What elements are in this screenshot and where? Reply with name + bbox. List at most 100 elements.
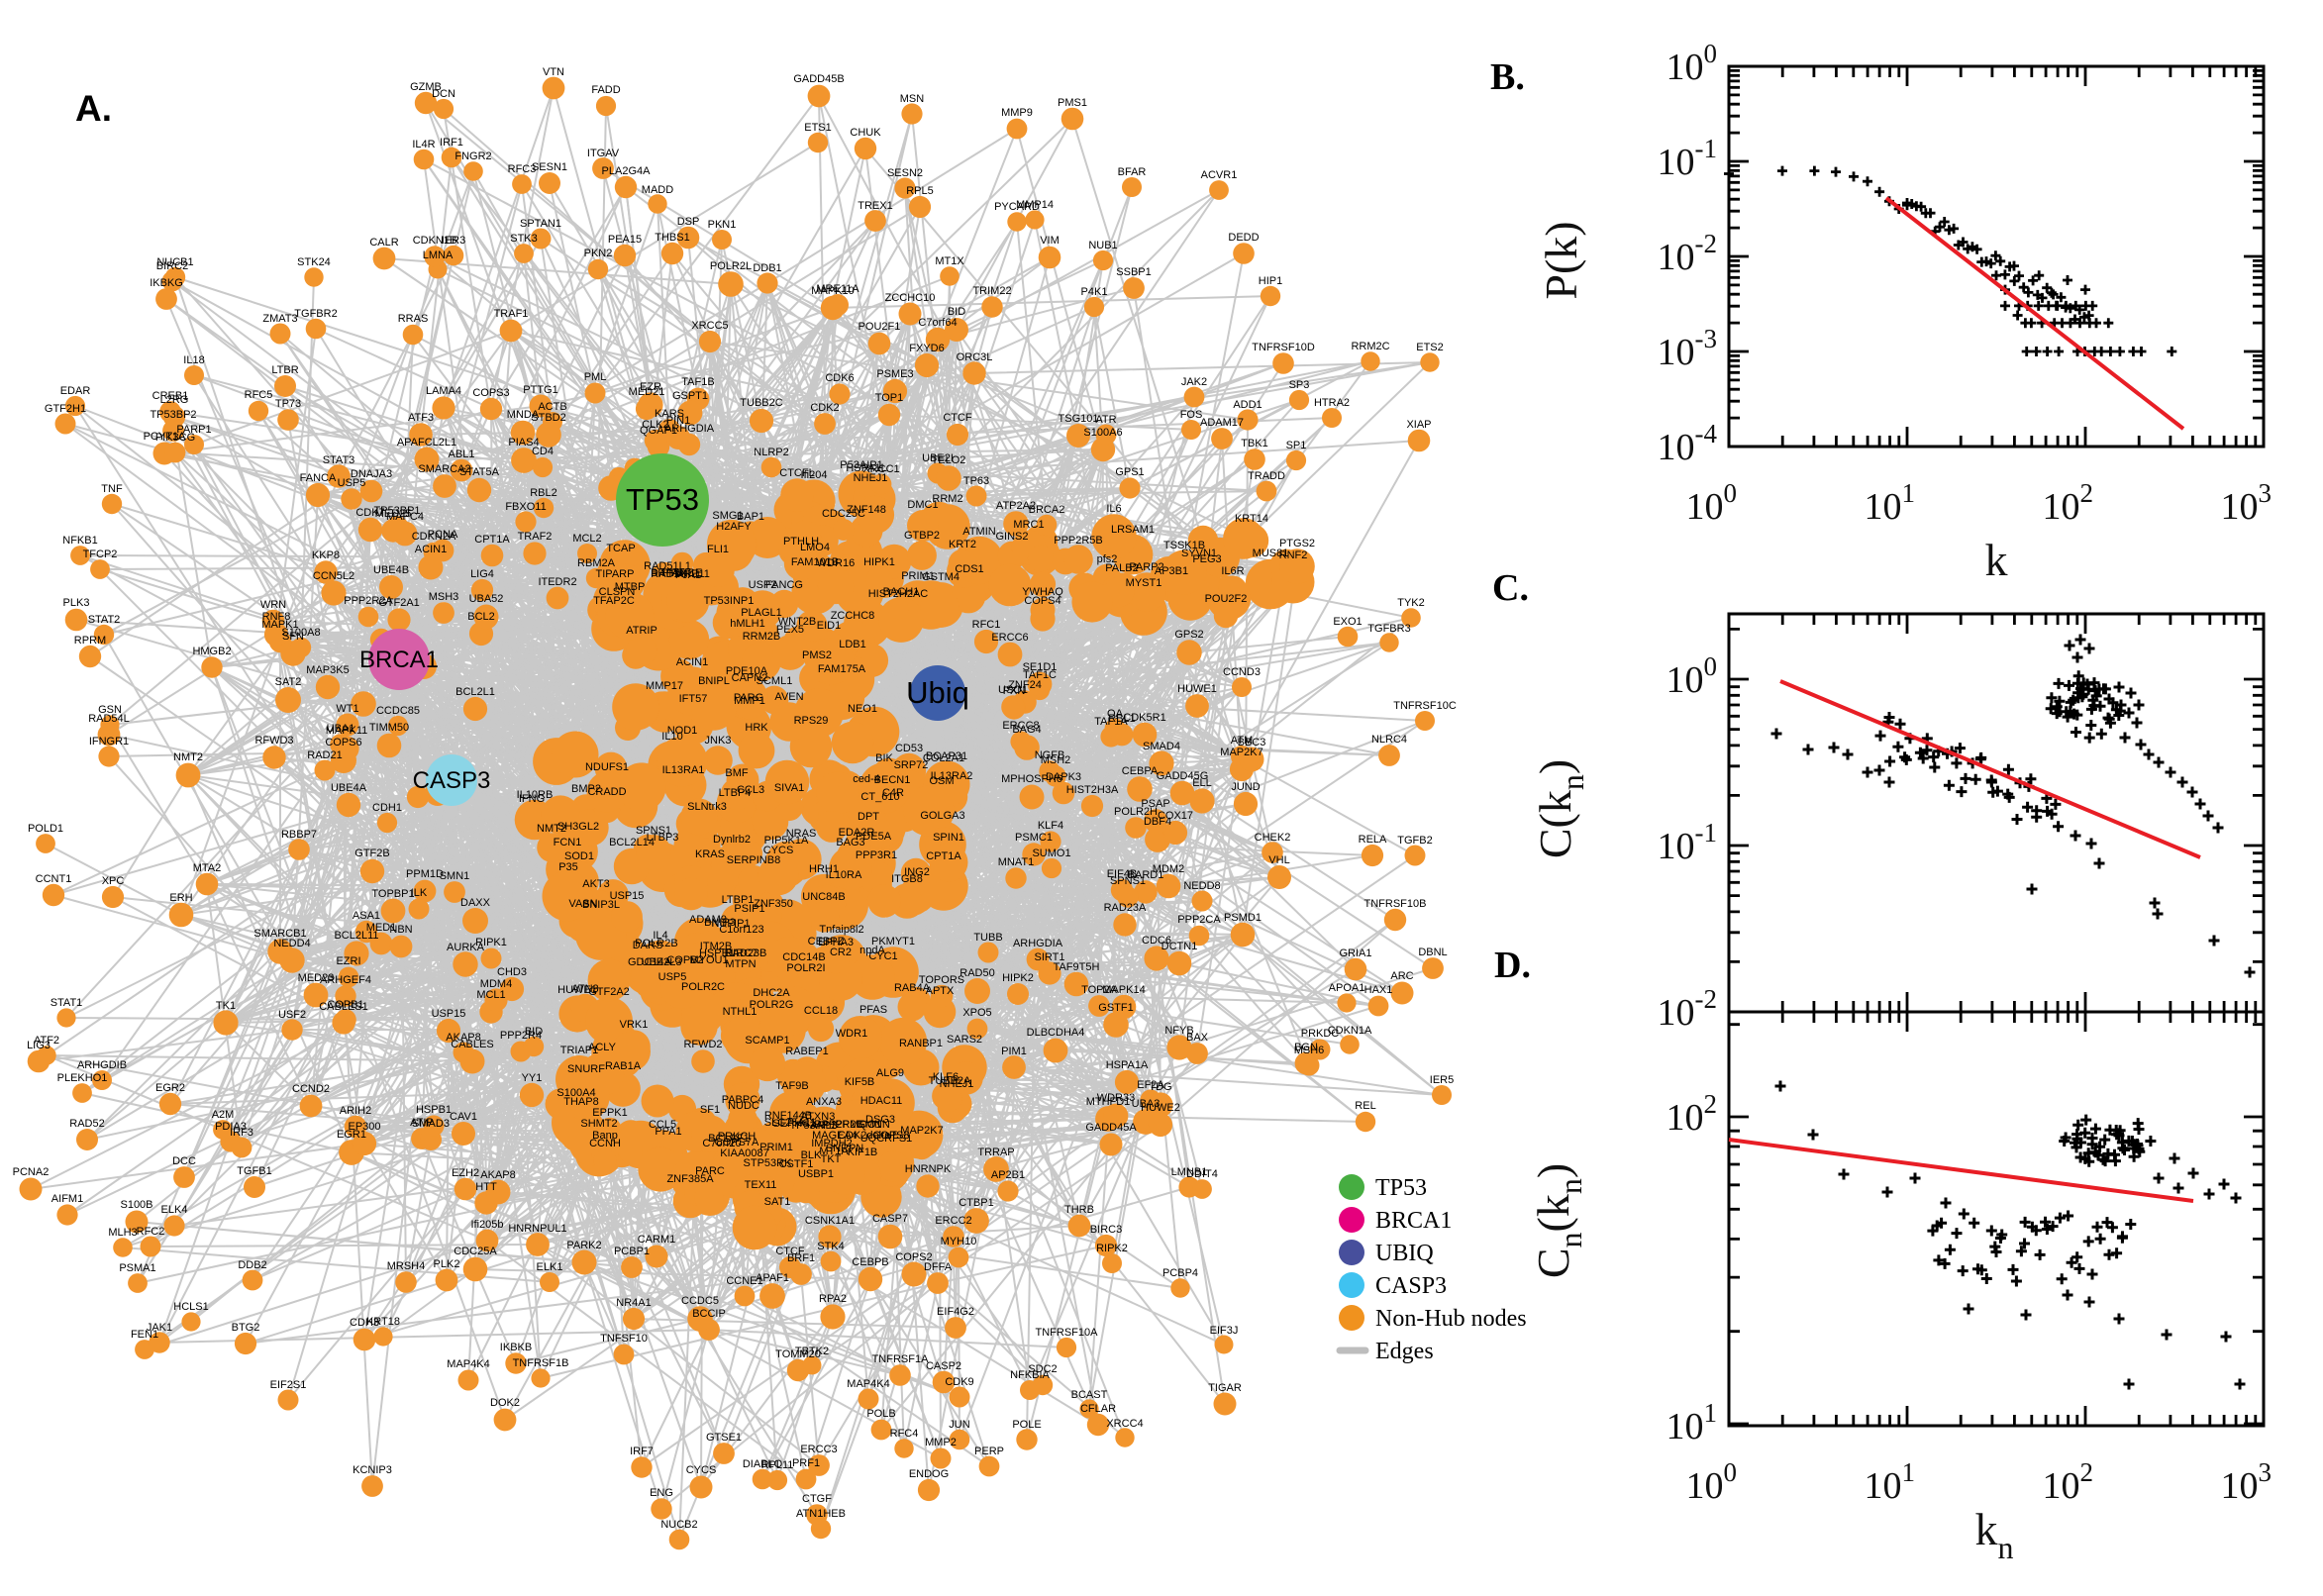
svg-text:S100B: S100B [120, 1199, 152, 1211]
svg-text:MUS81: MUS81 [1253, 548, 1289, 559]
svg-text:NFYB: NFYB [1164, 1025, 1193, 1037]
svg-text:BRCA1: BRCA1 [359, 647, 439, 673]
svg-text:POLR2B: POLR2B [635, 938, 677, 949]
svg-text:CD53: CD53 [895, 743, 923, 754]
svg-text:RIPK2: RIPK2 [1096, 1243, 1128, 1254]
svg-text:KRT18: KRT18 [366, 1316, 400, 1328]
svg-text:Ifi204: Ifi204 [801, 469, 828, 481]
svg-text:SMAD3: SMAD3 [412, 1118, 450, 1130]
svg-text:HMGB2: HMGB2 [192, 646, 231, 657]
svg-text:RAD17: RAD17 [651, 568, 685, 580]
svg-text:SPNS1: SPNS1 [636, 825, 671, 837]
svg-text:SMARCA2: SMARCA2 [418, 463, 470, 475]
svg-text:CTCFL: CTCFL [779, 467, 814, 479]
svg-text:MNAT1: MNAT1 [998, 856, 1034, 868]
svg-text:FXYD6: FXYD6 [909, 343, 944, 354]
svg-text:PML: PML [584, 371, 607, 383]
svg-text:TP53INP1: TP53INP1 [704, 595, 755, 607]
svg-text:WDR33: WDR33 [1097, 1092, 1136, 1104]
svg-text:UBE2L3: UBE2L3 [642, 956, 682, 968]
svg-text:CARM1: CARM1 [638, 1234, 676, 1246]
svg-text:PLA2G4A: PLA2G4A [602, 165, 652, 177]
svg-text:RNF8: RNF8 [262, 611, 291, 623]
svg-text:BNIP3: BNIP3 [704, 917, 736, 929]
svg-text:NUCB1: NUCB1 [156, 256, 193, 268]
svg-text:BIRC2: BIRC2 [156, 260, 188, 272]
svg-text:IL4R: IL4R [412, 139, 435, 150]
svg-text:HRK: HRK [745, 722, 768, 734]
svg-text:AKAP8: AKAP8 [480, 1169, 515, 1181]
svg-text:SAT2: SAT2 [275, 676, 302, 688]
svg-text:CDS1: CDS1 [955, 563, 983, 575]
svg-text:ILK: ILK [411, 887, 428, 899]
svg-text:CPT1A: CPT1A [926, 850, 961, 862]
svg-text:PPP2CA: PPP2CA [1177, 914, 1221, 926]
svg-text:MCL2: MCL2 [572, 533, 601, 545]
svg-text:FNGR2: FNGR2 [454, 150, 491, 162]
svg-text:GTF2A1: GTF2A1 [378, 597, 420, 609]
svg-text:OA: OA [1107, 708, 1124, 720]
svg-text:YWHAQ: YWHAQ [1022, 586, 1063, 598]
svg-text:KIAA0087: KIAA0087 [720, 1147, 769, 1159]
svg-text:MMP2: MMP2 [925, 1437, 957, 1448]
svg-text:SP1: SP1 [1286, 440, 1307, 451]
svg-text:CCDC5: CCDC5 [681, 1295, 719, 1307]
svg-text:PLAGL1: PLAGL1 [741, 607, 782, 619]
svg-text:KIF5B: KIF5B [845, 1076, 875, 1088]
svg-text:ZCCHC8: ZCCHC8 [831, 610, 875, 622]
svg-text:DSP: DSP [677, 216, 700, 228]
svg-text:FANCE: FANCE [666, 567, 703, 579]
svg-text:RPS29: RPS29 [794, 715, 829, 727]
svg-text:KLF6: KLF6 [933, 1071, 959, 1083]
svg-text:LDB1: LDB1 [839, 639, 866, 650]
svg-text:ZNF385A: ZNF385A [666, 1173, 714, 1185]
svg-text:DARS: DARS [633, 940, 663, 951]
svg-text:CR2: CR2 [830, 947, 852, 958]
svg-text:CDK2deltaT: CDK2deltaT [838, 1130, 897, 1142]
svg-text:SPTAN1: SPTAN1 [520, 218, 561, 230]
svg-text:IL18: IL18 [183, 354, 204, 366]
svg-text:UBE4A: UBE4A [331, 782, 367, 794]
svg-text:MCL1: MCL1 [476, 989, 505, 1001]
svg-text:TAF1A: TAF1A [1094, 716, 1128, 728]
svg-text:PCNA: PCNA [428, 529, 458, 541]
svg-text:MMP14: MMP14 [1016, 199, 1054, 211]
svg-text:CYCS: CYCS [763, 845, 794, 856]
svg-text:CYCS: CYCS [686, 1464, 717, 1476]
svg-text:TBTK2: TBTK2 [795, 1346, 829, 1357]
svg-text:DPT: DPT [858, 811, 879, 823]
svg-text:TNFRSF1A: TNFRSF1A [872, 1353, 930, 1365]
svg-text:B.: B. [1490, 56, 1525, 98]
svg-text:SMN1: SMN1 [440, 870, 470, 882]
svg-text:NOD1: NOD1 [667, 725, 698, 737]
svg-text:SLNtrk3: SLNtrk3 [687, 801, 727, 813]
svg-text:PIP5K1A: PIP5K1A [764, 835, 809, 847]
svg-text:SESN1: SESN1 [532, 161, 567, 173]
svg-text:FLI1: FLI1 [707, 544, 729, 555]
svg-text:STK24: STK24 [297, 256, 331, 268]
svg-text:RAD54L: RAD54L [88, 713, 130, 725]
svg-text:TOP1: TOP1 [875, 392, 904, 404]
svg-text:NEDD8: NEDD8 [1183, 880, 1220, 892]
svg-text:SESN2: SESN2 [887, 167, 923, 179]
svg-text:PMS2: PMS2 [802, 649, 832, 661]
svg-text:APAFCL2L1: APAFCL2L1 [397, 437, 456, 449]
svg-text:PXN: PXN [1003, 685, 1026, 697]
svg-text:RAB4A: RAB4A [894, 982, 931, 994]
svg-text:IL10RB: IL10RB [517, 789, 554, 801]
svg-text:ATRIP: ATRIP [626, 625, 657, 637]
svg-text:IL10RA: IL10RA [826, 869, 862, 881]
svg-text:BARD1: BARD1 [1128, 869, 1164, 881]
svg-text:Dynlrb2: Dynlrb2 [713, 834, 751, 846]
svg-text:MAPK10: MAPK10 [811, 285, 854, 297]
svg-text:NMT2: NMT2 [537, 823, 566, 835]
svg-text:AP3B1: AP3B1 [1155, 565, 1188, 577]
svg-text:CCNH: CCNH [589, 1138, 621, 1149]
svg-text:PPM1D: PPM1D [406, 868, 444, 880]
svg-text:MRE11A: MRE11A [816, 283, 859, 295]
svg-text:TK1: TK1 [216, 1000, 236, 1012]
svg-text:LTBP3: LTBP3 [647, 832, 679, 844]
svg-text:TSG101: TSG101 [1059, 413, 1099, 425]
svg-text:PPP2R2B: PPP2R2B [814, 1119, 863, 1131]
svg-text:ELL: ELL [1192, 777, 1212, 789]
